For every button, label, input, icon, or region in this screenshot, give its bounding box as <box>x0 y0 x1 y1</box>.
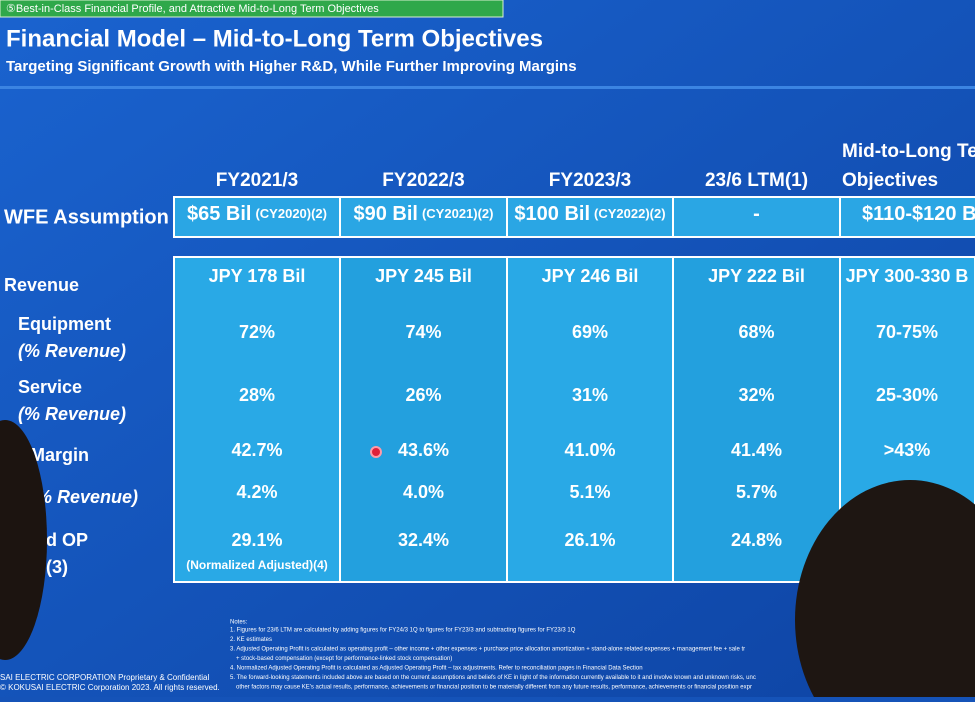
cell-value: JPY 222 Bil <box>708 266 805 286</box>
notes-heading: Notes: <box>230 620 248 626</box>
column-header: FY2023/3 <box>549 170 631 191</box>
row-label: (% Revenue) <box>30 487 138 507</box>
footer-line: SAI ELECTRIC CORPORATION Proprietary & C… <box>0 673 209 682</box>
column-header: 23/6 LTM(1) <box>705 170 808 191</box>
wfe-cell: $100 Bil (CY2022)(2) <box>514 203 665 225</box>
row-label: Margin <box>30 445 89 465</box>
wfe-cell: - <box>753 203 760 225</box>
cell-value: JPY 300-330 B <box>846 266 969 286</box>
cell-value: 26% <box>405 385 441 405</box>
cell-value: 4.0% <box>403 482 444 502</box>
tag-bar <box>0 0 504 18</box>
cell-value: 28% <box>239 385 275 405</box>
wfe-note: (CY2022)(2) <box>594 206 666 221</box>
wfe-value: $110-$120 B <box>862 203 975 225</box>
note-line: 5. The forward-looking statements includ… <box>230 675 756 681</box>
note-line: 2. KE estimates <box>230 637 272 643</box>
title: Financial Model – Mid-to-Long Term Objec… <box>6 25 543 52</box>
wfe-note: (CY2021)(2) <box>422 206 494 221</box>
cell-value: JPY 178 Bil <box>209 266 306 286</box>
cell-value: 69% <box>572 322 608 342</box>
row-label: Equipment <box>18 314 111 334</box>
cell-value: 41.4% <box>731 440 782 460</box>
notes: Notes: 1. Figures for 23/6 LTM are calcul… <box>0 620 756 693</box>
row-label: WFE Assumption <box>4 206 169 228</box>
note-line: other factors may cause KE's actual resu… <box>236 685 752 691</box>
wfe-value: $100 Bil <box>514 203 590 225</box>
cell-note: (Normalized Adjusted)(4) <box>186 558 328 572</box>
column-header: FY2021/3 <box>216 170 298 191</box>
footer-line: © KOKUSAI ELECTRIC Corporation 2023. All… <box>0 683 220 692</box>
wfe-row <box>173 196 975 238</box>
cell-value: 74% <box>405 322 441 342</box>
cell-value: 32% <box>738 385 774 405</box>
laser-dot <box>370 446 382 458</box>
wfe-value: $65 Bil <box>187 203 251 225</box>
cell-value: 5.1% <box>569 482 610 502</box>
row-label: (% Revenue) <box>18 341 126 361</box>
cell-value: 32.4% <box>398 530 449 550</box>
data-column <box>506 256 674 583</box>
cell-value: 72% <box>239 322 275 342</box>
cell-value: 29.1% <box>231 530 282 550</box>
wfe-value: - <box>753 203 760 225</box>
cell-value: 68% <box>738 322 774 342</box>
cell-value: 25-30% <box>876 385 938 405</box>
column-header: Mid-to-Long Te <box>842 141 975 162</box>
cell-value: 41.0% <box>564 440 615 460</box>
column-header: Objectives <box>842 170 938 191</box>
wfe-cell: $110-$120 B <box>862 203 975 225</box>
data-column <box>173 256 341 583</box>
subtitle: Targeting Significant Growth with Higher… <box>6 58 577 75</box>
note-line: 3. Adjusted Operating Profit is calculat… <box>230 647 745 653</box>
wfe-value: $90 Bil <box>353 203 417 225</box>
wfe-note: (CY2020)(2) <box>255 206 327 221</box>
cell-value: 24.8% <box>731 530 782 550</box>
row-label: Revenue <box>4 275 79 295</box>
tag: ⑤Best-in-Class Financial Profile, and At… <box>6 3 379 15</box>
cell-value: 26.1% <box>564 530 615 550</box>
cell-value: >43% <box>884 440 931 460</box>
wfe-cell: $65 Bil (CY2020)(2) <box>187 203 327 225</box>
cell-value: 5.7% <box>736 482 777 502</box>
head-right <box>795 480 975 702</box>
cell-value: JPY 245 Bil <box>375 266 472 286</box>
row-label: Service <box>18 377 82 397</box>
row-label: (% Revenue) <box>18 404 126 424</box>
note-line: 4. Normalized Adjusted Operating Profit … <box>230 666 643 672</box>
wfe-cell: $90 Bil (CY2021)(2) <box>353 203 493 225</box>
note-line: 1. Figures for 23/6 LTM are calculated b… <box>230 628 576 634</box>
cell-value: 43.6% <box>398 440 449 460</box>
head-left <box>0 420 47 660</box>
cell-value: 42.7% <box>231 440 282 460</box>
cell-value: 4.2% <box>236 482 277 502</box>
cell-value: 70-75% <box>876 322 938 342</box>
cell-value: JPY 246 Bil <box>542 266 639 286</box>
rule <box>0 86 975 89</box>
cell-value: 31% <box>572 385 608 405</box>
column-header: FY2022/3 <box>382 170 464 191</box>
data-column <box>672 256 841 583</box>
note-line: + stock-based compensation (except for p… <box>236 656 452 662</box>
